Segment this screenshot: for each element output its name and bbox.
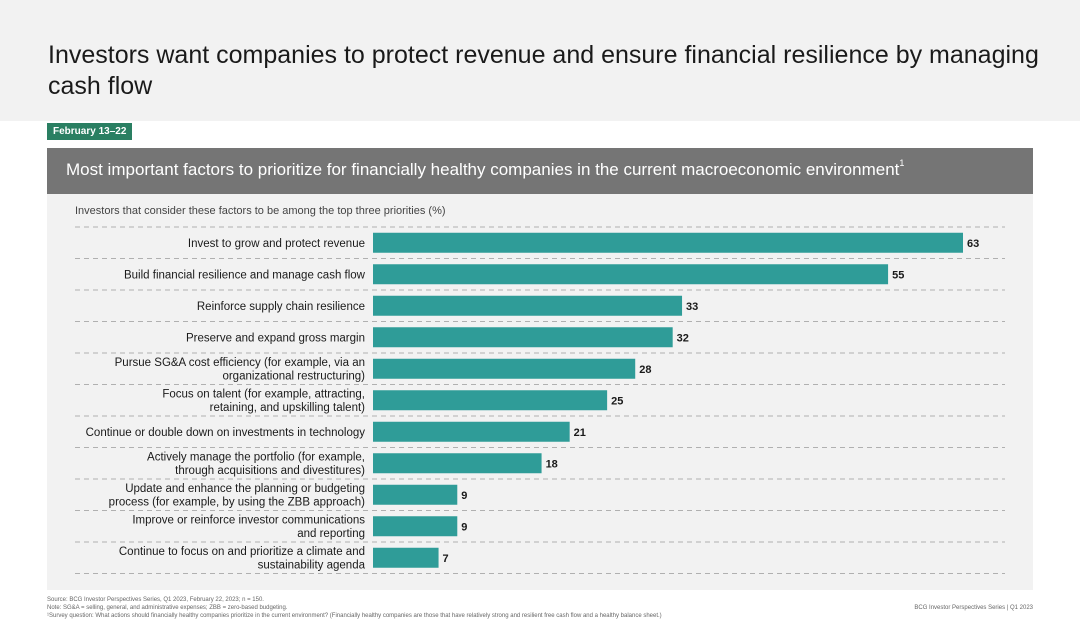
category-label: Invest to grow and protect revenue xyxy=(188,238,365,250)
bar xyxy=(373,264,888,284)
date-badge: February 13–22 xyxy=(47,123,132,140)
bar xyxy=(373,516,457,536)
category-label: Actively manage the portfolio (for examp… xyxy=(147,452,365,478)
data-label: 9 xyxy=(461,521,467,533)
category-label: Build financial resilience and manage ca… xyxy=(124,269,366,281)
category-label: Pursue SG&A cost efficiency (for example… xyxy=(115,357,366,383)
category-label: Update and enhance the planning or budge… xyxy=(109,483,365,509)
category-label: Continue or double down on investments i… xyxy=(86,427,366,439)
data-label: 32 xyxy=(677,332,689,344)
series-credit: BCG Investor Perspectives Series | Q1 20… xyxy=(914,605,1033,611)
data-label: 63 xyxy=(967,238,979,250)
data-label: 33 xyxy=(686,301,698,313)
chart-header: Most important factors to prioritize for… xyxy=(47,148,1033,194)
category-label: Focus on talent (for example, attracting… xyxy=(162,389,365,415)
bar xyxy=(373,390,607,410)
footer-notes: Source: BCG Investor Perspectives Series… xyxy=(47,596,887,620)
category-label: Reinforce supply chain resilience xyxy=(197,301,365,313)
data-label: 55 xyxy=(892,269,904,281)
footnote-marker: 1 xyxy=(899,158,904,168)
bar xyxy=(373,327,673,347)
data-label: 7 xyxy=(443,553,449,565)
data-label: 21 xyxy=(574,427,586,439)
data-label: 25 xyxy=(611,395,623,407)
chart-title-text: Most important factors to prioritize for… xyxy=(66,160,899,179)
bar xyxy=(373,359,635,379)
source-note: Source: BCG Investor Perspectives Series… xyxy=(47,596,887,604)
bar xyxy=(373,453,542,473)
data-label: 28 xyxy=(639,364,651,376)
bar xyxy=(373,296,682,316)
bar xyxy=(373,485,457,505)
page-title: Investors want companies to protect reve… xyxy=(48,40,1048,102)
data-label: 9 xyxy=(461,490,467,502)
category-label: Improve or reinforce investor communicat… xyxy=(132,515,365,541)
data-label: 18 xyxy=(546,458,558,470)
bar xyxy=(373,548,439,568)
survey-note: ¹Survey question: What actions should fi… xyxy=(47,612,887,620)
chart-panel: Investors that consider these factors to… xyxy=(47,194,1033,590)
bar xyxy=(373,233,963,253)
bar xyxy=(373,422,570,442)
abbreviation-note: Note: SG&A = selling, general, and admin… xyxy=(47,604,887,612)
chart-title: Most important factors to prioritize for… xyxy=(66,160,904,180)
category-label: Preserve and expand gross margin xyxy=(186,332,365,344)
bar-chart: 63 Invest to grow and protect revenue 55 Bu… xyxy=(47,194,1033,590)
category-label: Continue to focus on and prioritize a cl… xyxy=(119,546,366,572)
